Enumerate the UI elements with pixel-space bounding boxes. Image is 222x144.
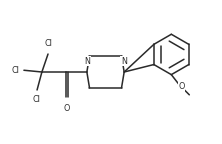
Text: N: N [121, 57, 127, 66]
Text: Cl: Cl [32, 95, 40, 104]
Text: N: N [84, 57, 90, 66]
Text: O: O [64, 104, 70, 113]
Text: Cl: Cl [12, 66, 20, 75]
Text: O: O [178, 82, 184, 91]
Text: Cl: Cl [45, 39, 53, 48]
